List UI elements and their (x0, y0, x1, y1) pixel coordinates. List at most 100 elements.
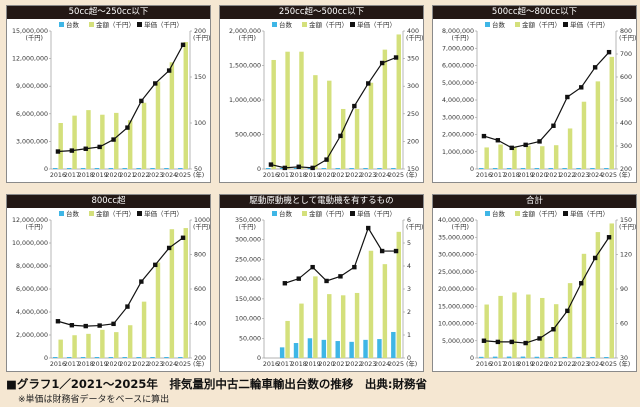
price-point (551, 327, 556, 332)
amount-bar (299, 303, 304, 358)
price-point (153, 81, 158, 86)
price-point (97, 144, 102, 150)
price-point (537, 139, 542, 144)
amount-bar (313, 276, 318, 358)
chart-svg: 0 1,000,000 2,000,000 3,000,000 4,000,000 5,0… (442, 20, 636, 179)
price-point (495, 339, 501, 345)
chart-svg: 0 5,000,000 10,000,000 15,000,000 20,000,000… (438, 209, 636, 368)
chart-title: 500cc超〜800cc以下 (433, 6, 636, 19)
amount-bar (313, 75, 318, 169)
legend-label-units: 台数 (66, 20, 80, 29)
amount-bar (285, 320, 290, 358)
units-bar (335, 341, 340, 358)
x-tick-label: 2023 (147, 361, 163, 368)
amount-bar (169, 229, 175, 358)
units-bar (576, 168, 581, 169)
amount-bar (299, 51, 304, 170)
x-tick-label: 2017 (277, 172, 293, 179)
left-tick-label: 9,000,000 (16, 83, 48, 90)
units-bar (293, 343, 299, 358)
left-axis-unit: (千円) (25, 222, 43, 231)
x-tick-label: 2023 (360, 361, 376, 368)
amount-bar (169, 62, 175, 169)
right-tick-label: 200 (194, 355, 206, 362)
price-point (606, 49, 612, 55)
right-tick-label: 1 (407, 332, 411, 339)
units-bar (53, 357, 58, 358)
x-tick-label: 2023 (573, 172, 589, 179)
units-bar (108, 168, 114, 169)
units-bar (150, 357, 155, 358)
price-point (180, 235, 186, 240)
amount-bar (58, 339, 63, 358)
units-bar (534, 356, 540, 358)
amount-bar (595, 81, 601, 169)
x-tick-label: 2021 (332, 361, 348, 368)
amount-bar (540, 297, 545, 358)
x-tick-label: 2022 (133, 172, 149, 179)
left-axis-unit: (千円) (451, 33, 469, 42)
units-bar (590, 168, 595, 169)
units-bar (479, 168, 484, 169)
legend-label-units: 台数 (279, 209, 293, 218)
amount-bar (327, 80, 332, 169)
units-bar (108, 357, 114, 358)
left-tick-label: 0 (257, 166, 261, 173)
figure-caption: ■グラフ1／2021〜2025年 排気量別中古二輪車輸出台数の推移 出典:財務省 (6, 377, 427, 391)
x-axis-unit: (年) (619, 170, 630, 179)
amount-bar (72, 335, 77, 358)
right-axis-unit: (千円) (406, 222, 423, 231)
units-bar (279, 347, 285, 358)
amount-bar (512, 292, 517, 358)
units-bar (349, 168, 354, 169)
right-axis-unit: (千円) (193, 222, 210, 231)
legend-label-amount: 金額（千円） (96, 209, 135, 218)
x-tick-label: 2021 (545, 361, 561, 368)
price-point (379, 248, 385, 254)
x-tick-label: 2025 (175, 172, 191, 179)
x-tick-label: 2017 (490, 361, 506, 368)
x-tick-label: 2024 (587, 172, 603, 179)
left-tick-label: 4,000,000 (16, 309, 48, 316)
right-tick-label: 800 (194, 252, 206, 259)
x-tick-label: 2016 (50, 361, 66, 368)
chart-title: 合計 (433, 195, 636, 208)
units-bar (307, 338, 313, 358)
amount-bar (396, 34, 401, 170)
x-axis-unit: (年) (193, 359, 204, 368)
x-tick-label: 2024 (374, 361, 390, 368)
x-tick-label: 2016 (263, 172, 279, 179)
legend-label-units: 台数 (66, 209, 80, 218)
left-tick-label: 50,000 (239, 335, 261, 342)
units-bar (562, 168, 567, 169)
left-tick-label: 30,000,000 (438, 252, 474, 259)
legend-label-price: 単価（千円） (357, 209, 396, 218)
units-bar (377, 339, 382, 358)
x-tick-label: 2023 (147, 172, 163, 179)
right-tick-label: 3 (407, 286, 411, 293)
right-tick-label: 200 (407, 138, 419, 145)
units-bar (164, 357, 169, 358)
price-point (111, 137, 116, 142)
chart-legend: 台数 金額（千円） 単価（千円） (485, 209, 609, 218)
x-tick-label: 2019 (92, 361, 108, 368)
amount-bar (567, 283, 573, 358)
x-tick-label: 2017 (64, 361, 80, 368)
price-point (83, 323, 88, 329)
amount-bar (340, 295, 346, 358)
price-line (57, 44, 184, 153)
amount-bar (114, 332, 119, 358)
price-point (310, 165, 315, 171)
price-point (606, 235, 612, 240)
chart-panel: 800cc超 0 2,000,000 4,000,000 6,000,000 8,000,… (6, 194, 211, 372)
amount-bar (141, 102, 147, 169)
amount-bar (368, 82, 374, 169)
price-point (282, 165, 288, 171)
units-bar (562, 356, 567, 358)
price-point (125, 304, 130, 309)
amount-bar (498, 144, 503, 169)
units-bar (321, 339, 327, 358)
price-point (69, 323, 75, 328)
x-tick-label: 2019 (305, 172, 321, 179)
chart-svg: 0 3,000,000 6,000,000 9,000,000 12,000,000 15… (12, 20, 210, 179)
